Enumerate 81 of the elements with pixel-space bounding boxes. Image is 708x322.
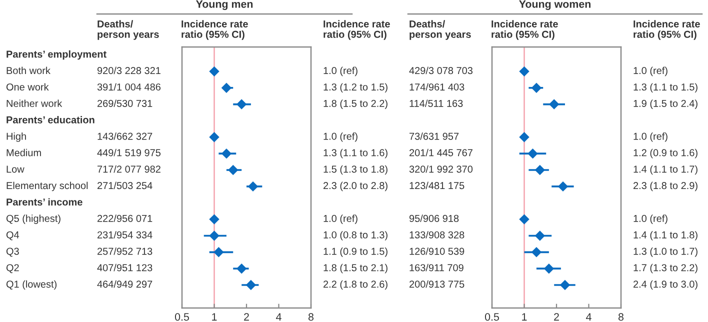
category-label: Elementary school bbox=[6, 182, 88, 192]
text: 429/3 078 703 bbox=[409, 66, 473, 74]
category-label: Q1 (lowest) bbox=[6, 280, 56, 290]
x-tick-label: 0.5 bbox=[484, 313, 499, 321]
text: 201/1 445 767 bbox=[410, 148, 472, 156]
text: 174/961 403 bbox=[410, 83, 464, 91]
category-label: Both work bbox=[6, 66, 50, 74]
text: 717/2 077 982 bbox=[98, 165, 160, 173]
text: 1.0 (ref) bbox=[324, 66, 358, 76]
category-label: Neither work bbox=[6, 100, 62, 107]
text: Deaths/ person years bbox=[98, 20, 159, 40]
text: 1.8 (1.5 to 2.2) bbox=[324, 100, 388, 109]
text: 1.4 (1.1 to 1.7) bbox=[634, 165, 698, 175]
text: 271/503 254 bbox=[98, 182, 152, 190]
text: 1.0 (ref) bbox=[324, 132, 358, 142]
text: 1.1 (0.9 to 1.5) bbox=[324, 248, 388, 257]
text: 2.4 (1.9 to 3.0) bbox=[634, 280, 698, 290]
text: 133/908 328 bbox=[410, 231, 464, 238]
category-label: Q3 bbox=[6, 248, 19, 257]
text: 464/949 297 bbox=[97, 280, 152, 288]
text: 163/911 709 bbox=[410, 264, 464, 272]
x-tick-label: 1 bbox=[522, 313, 527, 321]
category-label: Q5 (highest) bbox=[6, 214, 60, 224]
text: Incidence rate ratio (95% CI) bbox=[324, 20, 390, 40]
category-label: Parents’ education bbox=[6, 116, 94, 124]
text: 449/1 519 975 bbox=[97, 148, 161, 156]
text: 2.3 (2.0 to 2.8) bbox=[324, 182, 388, 192]
text: 1.0 (ref) bbox=[634, 214, 668, 224]
text: 126/910 539 bbox=[410, 248, 464, 255]
category-label: Parents’ income bbox=[6, 198, 82, 206]
text: 320/1 992 370 bbox=[409, 165, 473, 173]
text: 269/530 731 bbox=[98, 100, 152, 107]
x-tick-label: 4 bbox=[276, 313, 282, 321]
text: 222/956 071 bbox=[98, 214, 152, 222]
x-tick-label: 2 bbox=[244, 313, 249, 321]
text: 257/952 713 bbox=[98, 248, 152, 255]
x-tick-label: 8 bbox=[618, 313, 624, 321]
text: 1.3 (1.2 to 1.5) bbox=[324, 83, 388, 93]
chart-title: Young men bbox=[196, 0, 253, 10]
x-axis-title: Incidence rate ratio (95% CI) bbox=[182, 20, 248, 40]
text: 231/954 334 bbox=[98, 231, 152, 238]
x-axis-title: Incidence rate ratio (95% CI) bbox=[492, 20, 558, 40]
x-tick-label: 0.5 bbox=[174, 313, 189, 321]
text: 391/1 004 486 bbox=[97, 83, 161, 91]
text: 1.3 (1.0 to 1.7) bbox=[634, 248, 698, 257]
text: 2.2 (1.8 to 2.6) bbox=[324, 280, 388, 290]
category-label: Parents’ employment bbox=[6, 50, 106, 60]
text: 920/3 228 321 bbox=[97, 66, 160, 74]
text: 1.8 (1.5 to 2.1) bbox=[324, 264, 388, 274]
text: Deaths/ person years bbox=[410, 20, 471, 40]
category-label: One work bbox=[6, 83, 49, 91]
text: 1.9 (1.5 to 2.4) bbox=[634, 100, 698, 109]
category-label: Q4 bbox=[6, 231, 20, 240]
text: 200/913 775 bbox=[410, 280, 464, 288]
text: 95/906 918 bbox=[409, 214, 459, 222]
text: 1.3 (1.1 to 1.6) bbox=[324, 148, 388, 158]
text: 407/951 123 bbox=[97, 264, 152, 272]
text: 1.0 (ref) bbox=[324, 214, 358, 224]
text: 1.3 (1.1 to 1.5) bbox=[634, 83, 698, 93]
text: 2.3 (1.8 to 2.9) bbox=[634, 182, 698, 192]
text: 1.0 (0.8 to 1.3) bbox=[324, 231, 388, 240]
category-label: Low bbox=[6, 166, 24, 173]
text: 1.0 (ref) bbox=[634, 132, 668, 142]
text: Incidence rate ratio (95% CI) bbox=[634, 20, 700, 40]
text: 114/511 163 bbox=[410, 100, 463, 107]
x-tick-label: 2 bbox=[554, 313, 559, 321]
text: 73/631 957 bbox=[410, 132, 459, 140]
text: 123/481 175 bbox=[410, 182, 464, 190]
x-tick-label: 4 bbox=[586, 313, 592, 321]
text: 1.4 (1.1 to 1.8) bbox=[634, 231, 698, 240]
text: 143/662 327 bbox=[98, 132, 152, 140]
x-tick-label: 1 bbox=[212, 313, 217, 321]
text: 1.5 (1.3 to 1.8) bbox=[324, 165, 388, 175]
text: 1.0 (ref) bbox=[634, 66, 668, 76]
text: 1.7 (1.3 to 2.2) bbox=[634, 264, 698, 274]
x-tick-label: 8 bbox=[308, 313, 314, 321]
category-label: High bbox=[6, 132, 26, 142]
chart-title: Young women bbox=[519, 0, 590, 10]
category-label: Medium bbox=[6, 148, 41, 156]
text: 1.2 (0.9 to 1.6) bbox=[634, 148, 698, 158]
category-label: Q2 bbox=[6, 264, 19, 274]
